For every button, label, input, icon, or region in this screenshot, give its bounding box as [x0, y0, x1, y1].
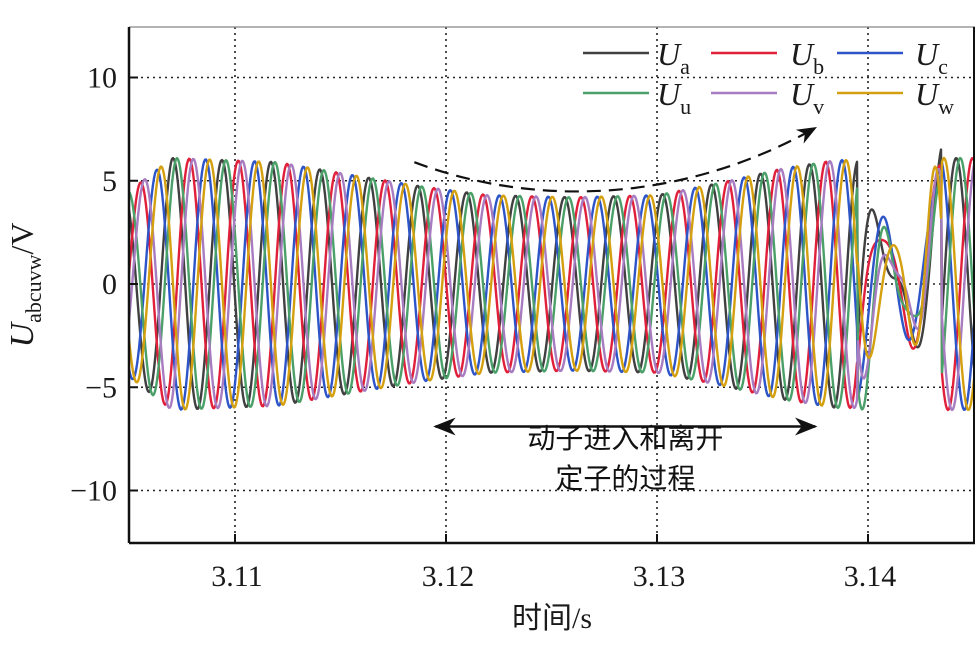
legend-label: Uw	[915, 76, 954, 119]
y-axis-title-unit: /V	[4, 223, 40, 255]
annotation-dip-arrow	[413, 126, 817, 193]
y-tick-label: −5	[85, 371, 117, 404]
svg-text:Uabcuvw/V: Uabcuvw/V	[4, 223, 46, 348]
legend-item-u-v: Uv	[711, 76, 824, 119]
annotation-text-line1: 动子进入和离开	[527, 422, 723, 455]
legend-label: Ua	[657, 36, 690, 79]
x-tick-label: 3.14	[844, 560, 897, 593]
series-line-u-v	[129, 157, 975, 412]
waveforms	[129, 148, 975, 412]
legend-label: Uu	[657, 76, 691, 119]
annotation-text-line2: 定子的过程	[555, 462, 695, 495]
y-tick-label: −10	[70, 475, 117, 508]
legend-label: Uv	[790, 76, 824, 119]
legend-item-u-u: Uu	[583, 76, 691, 119]
legend: Ua Ub Uc Uu Uv Uw	[583, 36, 954, 119]
legend-item-u-w: Uw	[837, 76, 954, 119]
legend-item-u-b: Ub	[711, 36, 824, 79]
legend-label: Uc	[915, 36, 948, 79]
y-tick-label: 5	[102, 165, 117, 198]
x-tick-label: 3.11	[211, 560, 262, 593]
y-axis-ticks: 10 5 0 −5 −10	[70, 62, 138, 508]
y-axis-title: Uabcuvw/V	[4, 223, 46, 348]
y-axis-title-main: U	[4, 320, 41, 347]
y-axis-title-sub: abcuvw	[21, 254, 46, 323]
series-line-u-c	[129, 158, 975, 411]
legend-label: Ub	[790, 36, 824, 79]
x-axis-title: 时间/s	[512, 602, 592, 635]
series-line-u-a	[129, 148, 975, 410]
legend-item-u-a: Ua	[583, 36, 690, 79]
x-tick-label: 3.13	[633, 560, 686, 593]
y-tick-label: 0	[102, 268, 117, 301]
y-tick-label: 10	[87, 62, 117, 95]
series-line-u-w	[129, 156, 975, 411]
legend-item-u-c: Uc	[837, 36, 948, 79]
x-axis-ticks: 3.11 3.12 3.13 3.14	[211, 534, 896, 593]
x-tick-label: 3.12	[422, 560, 475, 593]
